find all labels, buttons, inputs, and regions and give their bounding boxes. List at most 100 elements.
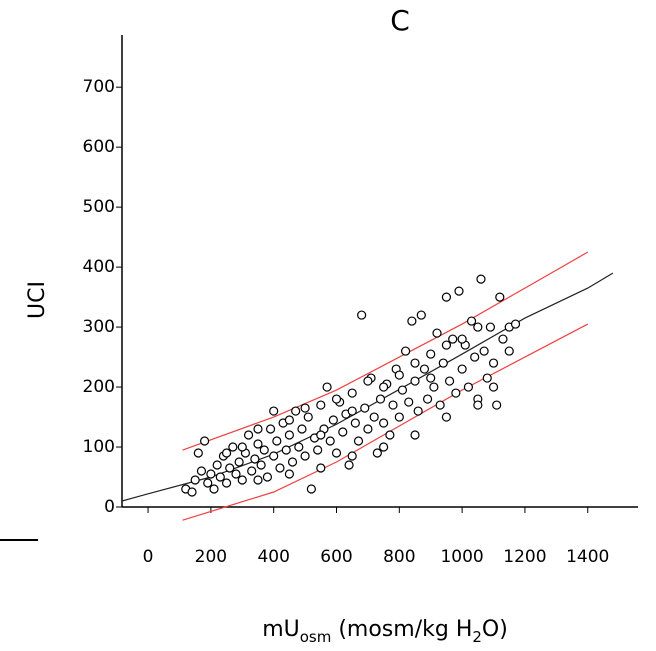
point: [256, 460, 266, 470]
point: [488, 382, 499, 392]
x-tick-label: 600: [320, 547, 352, 567]
point: [441, 412, 452, 422]
x-tick-label: 0: [143, 547, 154, 567]
point: [410, 358, 420, 368]
point: [269, 451, 279, 461]
point: [429, 382, 439, 392]
point: [385, 430, 395, 440]
point: [234, 457, 244, 467]
point: [357, 310, 367, 320]
point: [284, 415, 294, 425]
point: [338, 427, 348, 437]
point: [237, 442, 247, 452]
point: [250, 454, 260, 464]
point: [410, 376, 420, 386]
y-tick-label: 200: [83, 377, 115, 397]
y-tick-label: 700: [83, 77, 115, 97]
point: [441, 292, 452, 302]
point: [492, 400, 502, 410]
point: [347, 388, 357, 398]
point: [190, 475, 200, 485]
point: [466, 316, 477, 326]
point: [397, 385, 408, 395]
point: [379, 418, 389, 428]
point: [410, 430, 420, 440]
point: [344, 460, 354, 470]
point: [203, 478, 213, 488]
point: [253, 439, 263, 449]
point: [212, 460, 222, 470]
point: [221, 478, 232, 488]
point: [306, 484, 316, 494]
point: [253, 475, 263, 485]
point: [394, 370, 404, 380]
point: [476, 274, 486, 284]
point: [444, 376, 455, 386]
y-tick-label: 100: [83, 437, 115, 457]
chart-title: C: [390, 4, 410, 37]
point: [448, 334, 458, 344]
point: [454, 286, 464, 296]
point: [457, 364, 467, 374]
point: [372, 448, 382, 458]
x-label-part: (mosm/kg H: [331, 617, 472, 642]
point: [303, 412, 313, 422]
point: [369, 412, 379, 422]
point: [215, 472, 225, 482]
x-label-part: mU: [262, 617, 300, 642]
point: [231, 469, 241, 479]
point: [284, 430, 294, 440]
point: [294, 442, 304, 452]
point: [470, 352, 480, 362]
point: [473, 322, 483, 332]
point: [300, 451, 310, 461]
point: [363, 424, 373, 434]
y-tick-label: 400: [83, 257, 115, 277]
point: [247, 466, 257, 476]
point: [300, 403, 310, 413]
fit-line: [121, 272, 614, 502]
x-label-part: O): [482, 617, 508, 642]
point: [287, 457, 298, 467]
point: [363, 376, 373, 386]
point: [400, 346, 411, 356]
point: [463, 382, 474, 392]
point: [272, 436, 282, 446]
x-tick-label: 800: [383, 547, 415, 567]
point: [259, 445, 269, 455]
y-tick-label: 600: [83, 137, 115, 157]
y-axis-label: UCI: [25, 281, 50, 319]
x-tick-label: 400: [257, 547, 289, 567]
point: [237, 475, 247, 485]
point: [269, 406, 279, 416]
point: [482, 373, 492, 383]
fit-line: [182, 251, 589, 451]
point: [495, 292, 505, 302]
point: [284, 469, 294, 479]
point: [325, 436, 335, 446]
point: [187, 487, 197, 497]
point: [426, 349, 436, 359]
point: [265, 424, 276, 434]
point: [510, 319, 521, 329]
point: [347, 451, 357, 461]
point: [435, 400, 445, 410]
point: [419, 364, 430, 374]
point: [485, 322, 495, 332]
fit-line: [182, 323, 589, 521]
point: [441, 340, 452, 350]
point: [407, 316, 417, 326]
point: [221, 448, 232, 458]
point: [422, 394, 433, 404]
point: [206, 469, 216, 479]
point: [379, 442, 389, 452]
point: [457, 334, 467, 344]
point: [350, 418, 360, 428]
point: [291, 406, 301, 416]
point: [353, 436, 364, 446]
point: [322, 382, 332, 392]
point: [243, 430, 254, 440]
point: [328, 415, 338, 425]
x-tick-label: 1000: [440, 547, 483, 567]
